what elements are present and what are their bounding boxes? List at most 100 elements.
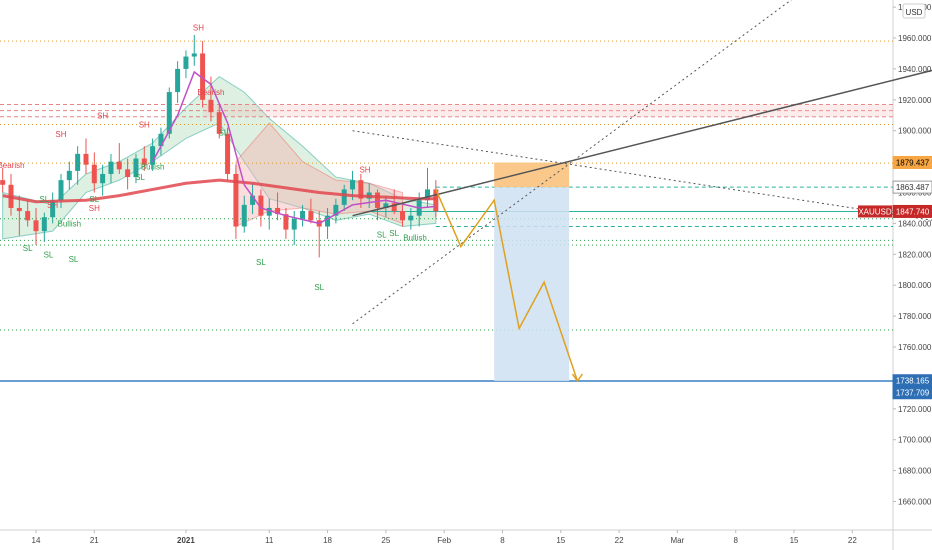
candle-body: [0, 180, 6, 185]
annotation-label: Bullish: [141, 162, 165, 171]
candle-body: [208, 99, 214, 113]
price-tick-label: 1780.000: [898, 312, 932, 321]
candle-body: [83, 153, 89, 165]
price-label: 1879.437: [896, 158, 930, 167]
trend-line: [352, 0, 792, 325]
forecast-arrow: [571, 373, 584, 383]
time-tick-label: Feb: [437, 536, 451, 545]
time-axis[interactable]: 14 21 2021 11 18 25 Feb 8 15 22 Mar 8 15 22: [32, 530, 858, 545]
time-tick-label: 25: [381, 536, 390, 545]
candle-body: [283, 214, 289, 230]
price-label: 1738.165: [896, 377, 930, 386]
price-label-box: [892, 204, 932, 218]
candle-body: [250, 195, 256, 205]
time-tick-label: Mar: [671, 536, 685, 545]
candle-body: [191, 53, 197, 57]
annotation-label: SL: [389, 229, 399, 238]
annotation-label: SL: [89, 195, 99, 204]
candle-body: [266, 207, 272, 216]
candle-body: [341, 189, 347, 205]
currency-label: USD: [906, 8, 923, 17]
annotation-label: SH: [193, 23, 204, 32]
time-tick-label: 8: [500, 536, 505, 545]
price-tick-label: 1720.000: [898, 405, 932, 414]
candle-body: [50, 200, 56, 218]
horizontal-levels: [0, 40, 894, 382]
time-tick-label: 11: [265, 536, 274, 545]
candle-body: [325, 215, 331, 227]
candle-body: [275, 207, 281, 215]
annotation-label: SH: [139, 121, 150, 130]
candle-body: [41, 217, 47, 232]
candle-body: [241, 204, 247, 227]
price-label: 1863.487: [896, 183, 930, 192]
time-tick-label: 15: [556, 536, 565, 545]
candle-body: [133, 158, 139, 178]
annotation-label: SH: [89, 204, 100, 213]
candle-body: [425, 189, 431, 201]
trend-line: [352, 130, 932, 221]
symbol-tag: XAUUSD: [858, 207, 892, 216]
candle-body: [66, 170, 72, 181]
price-tick-label: 1940.000: [898, 65, 932, 74]
annotation-label: SL: [219, 128, 229, 137]
price-label-box: [892, 386, 932, 400]
time-tick-label: 21: [90, 536, 99, 545]
candle-body: [91, 164, 97, 184]
annotation-label: SL: [69, 255, 79, 264]
annotation-label: SL: [23, 244, 33, 253]
annotation-label: SH: [97, 111, 108, 120]
candle-body: [166, 92, 172, 134]
annotation-label: Bearish: [0, 161, 25, 170]
time-tick-label: 15: [790, 536, 799, 545]
price-tick-label: 1760.000: [898, 343, 932, 352]
annotation-label: SL: [135, 173, 145, 182]
time-tick-label: 22: [848, 536, 857, 545]
candle-body: [150, 146, 156, 165]
candle-body: [408, 215, 414, 221]
cloud-band: [2, 76, 437, 240]
price-label: 1847.740: [896, 207, 930, 216]
candle-body: [200, 53, 206, 100]
price-tick-label: 1840.000: [898, 219, 932, 228]
annotation-label: SH: [47, 201, 58, 210]
annotation-label: SL: [44, 250, 54, 259]
symbol-tag-box: [858, 205, 892, 218]
candle-body: [375, 192, 381, 208]
candle-body: [175, 68, 181, 93]
stop-box: [494, 162, 570, 188]
annotation-label: SH: [359, 165, 370, 174]
candle-body: [100, 173, 106, 184]
forecast-zigzag: [435, 189, 579, 382]
candle-body: [350, 180, 356, 190]
forecast-path: [435, 189, 584, 383]
candle-body: [308, 211, 314, 221]
annotation-label: Bearish: [197, 88, 224, 97]
time-tick-label: 18: [323, 536, 332, 545]
moving-averages: [2, 70, 436, 225]
candle-body: [233, 173, 239, 227]
annotations: SH SH SH SH SH SH SH Bearish Bearish Bullish Bulli…: [0, 23, 427, 292]
price-tick-label: 1820.000: [898, 250, 932, 259]
candle-body: [225, 133, 231, 174]
price-label-box: [892, 180, 932, 194]
candle-body: [258, 195, 264, 216]
price-tick-label: 1680.000: [898, 467, 932, 476]
target-box: [494, 187, 570, 381]
resistance-zone: [202, 104, 894, 117]
currency-badge[interactable]: USD: [902, 3, 926, 19]
candle-body: [33, 220, 39, 232]
price-tick-label: 1800.000: [898, 281, 932, 290]
candle-body: [141, 158, 147, 165]
candle-body: [400, 211, 406, 221]
annotation-label: SL: [39, 195, 49, 204]
candle-body: [108, 161, 114, 174]
annotation-label: SL: [256, 258, 266, 267]
annotation-label: Bullish: [58, 220, 82, 229]
candle-body: [216, 112, 222, 134]
price-tick-label: 1660.000: [898, 498, 932, 507]
trend-lines: [352, 0, 932, 325]
candle-body: [433, 189, 439, 212]
candle-body: [383, 203, 389, 208]
